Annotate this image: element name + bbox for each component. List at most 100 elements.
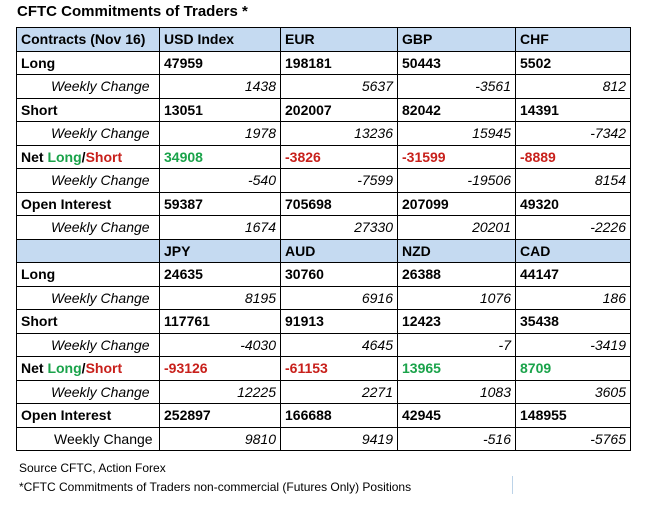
weekly-change-value: 186 bbox=[515, 285, 631, 310]
net-slash: / bbox=[81, 360, 86, 377]
weekly-change-row: Weekly Change 1674 27330 20201 -2226 bbox=[16, 215, 631, 240]
page-title: CFTC Commitments of Traders * bbox=[17, 3, 248, 20]
weekly-change-row: Weekly Change -4030 4645 -7 -3419 bbox=[16, 332, 631, 357]
net-short-word: Short bbox=[85, 360, 123, 377]
cot-table: Contracts (Nov 16) USD Index EUR GBP CHF Long… bbox=[16, 27, 631, 451]
weekly-change-value: 9810 bbox=[159, 426, 281, 451]
open-interest: Open Interest 59387 705698 207099 49320 bbox=[16, 191, 631, 216]
long-value: 50443 bbox=[397, 50, 516, 75]
weekly-change-label: Weekly Change bbox=[16, 121, 160, 146]
net-value: -93126 bbox=[159, 356, 281, 381]
weekly-change-label: Weekly Change bbox=[16, 426, 160, 451]
weekly-change-label: Weekly Change bbox=[16, 379, 160, 404]
weekly-change-value: -7342 bbox=[515, 121, 631, 146]
weekly-change-value: 5637 bbox=[280, 74, 398, 99]
short-value: 13051 bbox=[159, 97, 281, 122]
open-interest-value: 59387 bbox=[159, 191, 281, 216]
long-value: 47959 bbox=[159, 50, 281, 75]
weekly-change-value: -7 bbox=[397, 332, 516, 357]
currency-header: NZD bbox=[397, 238, 516, 263]
short-value: 35438 bbox=[515, 309, 631, 334]
short-value: 117761 bbox=[159, 309, 281, 334]
currency-header: GBP bbox=[397, 27, 516, 52]
long-label: Long bbox=[16, 262, 160, 287]
net-value: -3826 bbox=[280, 144, 398, 169]
short: Short 13051 202007 82042 14391 bbox=[16, 97, 631, 122]
weekly-change-value: -3419 bbox=[515, 332, 631, 357]
weekly-change-row: Weekly Change 12225 2271 1083 3605 bbox=[16, 379, 631, 404]
short-value: 82042 bbox=[397, 97, 516, 122]
weekly-change-value: 20201 bbox=[397, 215, 516, 240]
open-interest-label: Open Interest bbox=[16, 403, 160, 428]
weekly-change-value: 13236 bbox=[280, 121, 398, 146]
weekly-change-value: 1076 bbox=[397, 285, 516, 310]
net-row: Net Long/Short 34908 -3826 -31599 -8889 bbox=[16, 144, 631, 169]
divider bbox=[512, 476, 513, 494]
weekly-change-row: Weekly Change -540 -7599 -19506 8154 bbox=[16, 168, 631, 193]
net-prefix: Net bbox=[21, 360, 48, 377]
net-short-word: Short bbox=[85, 148, 123, 165]
long-value: 30760 bbox=[280, 262, 398, 287]
long-value: 44147 bbox=[515, 262, 631, 287]
net-value: -61153 bbox=[280, 356, 398, 381]
weekly-change-label: Weekly Change bbox=[16, 215, 160, 240]
weekly-change-value: 1083 bbox=[397, 379, 516, 404]
open-interest-value: 207099 bbox=[397, 191, 516, 216]
weekly-change-value: -5765 bbox=[515, 426, 631, 451]
long: Long 47959 198181 50443 5502 bbox=[16, 50, 631, 75]
open-interest-value: 49320 bbox=[515, 191, 631, 216]
weekly-change-value: 9419 bbox=[280, 426, 398, 451]
long-value: 5502 bbox=[515, 50, 631, 75]
open-interest-value: 148955 bbox=[515, 403, 631, 428]
weekly-change-value: 1438 bbox=[159, 74, 281, 99]
weekly-change-row: Weekly Change 8195 6916 1076 186 bbox=[16, 285, 631, 310]
weekly-change-value: -4030 bbox=[159, 332, 281, 357]
weekly-change-value: 1674 bbox=[159, 215, 281, 240]
weekly-change-label: Weekly Change bbox=[16, 74, 160, 99]
net-value: 34908 bbox=[159, 144, 281, 169]
weekly-change-label: Weekly Change bbox=[16, 332, 160, 357]
net-value: -31599 bbox=[397, 144, 516, 169]
currency-header: CHF bbox=[515, 27, 631, 52]
short-value: 91913 bbox=[280, 309, 398, 334]
weekly-change-value: 3605 bbox=[515, 379, 631, 404]
contracts-header bbox=[16, 238, 160, 263]
currency-header: USD Index bbox=[159, 27, 281, 52]
weekly-change-value: -540 bbox=[159, 168, 281, 193]
weekly-change-value: -2226 bbox=[515, 215, 631, 240]
currency-header: CAD bbox=[515, 238, 631, 263]
open-interest-value: 705698 bbox=[280, 191, 398, 216]
open-interest: Open Interest 252897 166688 42945 148955 bbox=[16, 403, 631, 428]
weekly-change-value: 12225 bbox=[159, 379, 281, 404]
weekly-change-value: -516 bbox=[397, 426, 516, 451]
long-label: Long bbox=[16, 50, 160, 75]
weekly-change-value: 2271 bbox=[280, 379, 398, 404]
net-label: Net Long/Short bbox=[16, 356, 160, 381]
open-interest-label: Open Interest bbox=[16, 191, 160, 216]
long: Long 24635 30760 26388 44147 bbox=[16, 262, 631, 287]
weekly-change-value: 15945 bbox=[397, 121, 516, 146]
net-value: 13965 bbox=[397, 356, 516, 381]
weekly-change-value: -3561 bbox=[397, 74, 516, 99]
long-value: 198181 bbox=[280, 50, 398, 75]
weekly-change-value: 4645 bbox=[280, 332, 398, 357]
weekly-change-label: Weekly Change bbox=[16, 168, 160, 193]
long-value: 24635 bbox=[159, 262, 281, 287]
net-label: Net Long/Short bbox=[16, 144, 160, 169]
open-interest-value: 42945 bbox=[397, 403, 516, 428]
net-prefix: Net bbox=[21, 148, 48, 165]
open-interest-value: 166688 bbox=[280, 403, 398, 428]
short-value: 12423 bbox=[397, 309, 516, 334]
weekly-change-row: Weekly Change 9810 9419 -516 -5765 bbox=[16, 426, 631, 451]
weekly-change-value: -7599 bbox=[280, 168, 398, 193]
net-row: Net Long/Short -93126 -61153 13965 8709 bbox=[16, 356, 631, 381]
weekly-change-value: 8195 bbox=[159, 285, 281, 310]
short: Short 117761 91913 12423 35438 bbox=[16, 309, 631, 334]
contracts-header: Contracts (Nov 16) bbox=[16, 27, 160, 52]
open-interest-value: 252897 bbox=[159, 403, 281, 428]
source-note: Source CFTC, Action Forex bbox=[19, 461, 166, 475]
weekly-change-label: Weekly Change bbox=[16, 285, 160, 310]
net-slash: / bbox=[81, 148, 86, 165]
currency-header: AUD bbox=[280, 238, 398, 263]
header-row: Contracts (Nov 16) USD Index EUR GBP CHF bbox=[16, 27, 631, 52]
